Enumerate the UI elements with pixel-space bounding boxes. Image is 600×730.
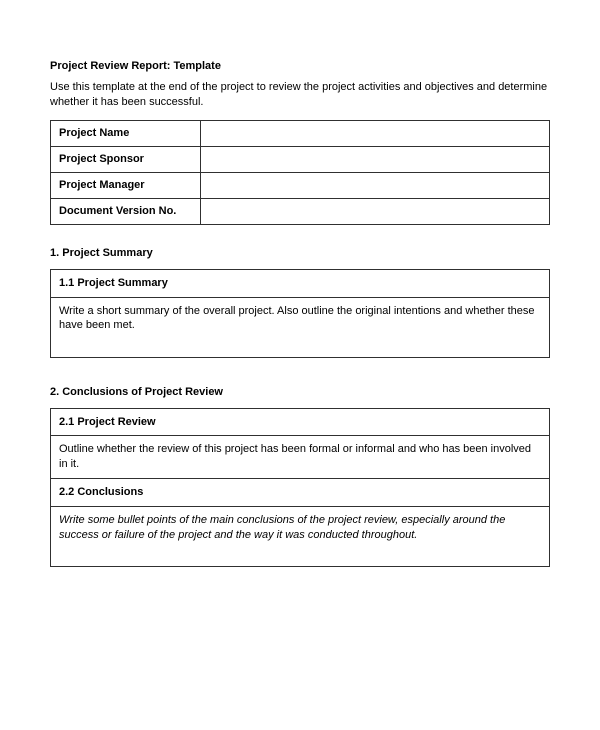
table-row: Project Sponsor: [51, 146, 550, 172]
info-label: Project Sponsor: [51, 146, 201, 172]
sub-heading: 2.1 Project Review: [51, 408, 550, 436]
project-info-table: Project Name Project Sponsor Project Man…: [50, 120, 550, 225]
section-2-box: 2.1 Project Review Outline whether the r…: [50, 408, 550, 567]
sub-heading: 1.1 Project Summary: [51, 269, 550, 297]
box-body: Write a short summary of the overall pro…: [51, 297, 550, 357]
section-1-box: 1.1 Project Summary Write a short summar…: [50, 269, 550, 358]
info-value: [200, 146, 549, 172]
table-row: Project Manager: [51, 172, 550, 198]
info-value: [200, 120, 549, 146]
document-title: Project Review Report: Template: [50, 60, 550, 72]
table-row: Project Name: [51, 120, 550, 146]
document-intro: Use this template at the end of the proj…: [50, 80, 550, 110]
info-label: Project Name: [51, 120, 201, 146]
section-heading-1: 1. Project Summary: [50, 247, 550, 259]
section-heading-2: 2. Conclusions of Project Review: [50, 386, 550, 398]
info-label: Document Version No.: [51, 198, 201, 224]
info-label: Project Manager: [51, 172, 201, 198]
info-value: [200, 198, 549, 224]
info-value: [200, 172, 549, 198]
box-body: Write some bullet points of the main con…: [51, 506, 550, 566]
table-row: Document Version No.: [51, 198, 550, 224]
sub-heading: 2.2 Conclusions: [51, 479, 550, 507]
box-body: Outline whether the review of this proje…: [51, 436, 550, 479]
